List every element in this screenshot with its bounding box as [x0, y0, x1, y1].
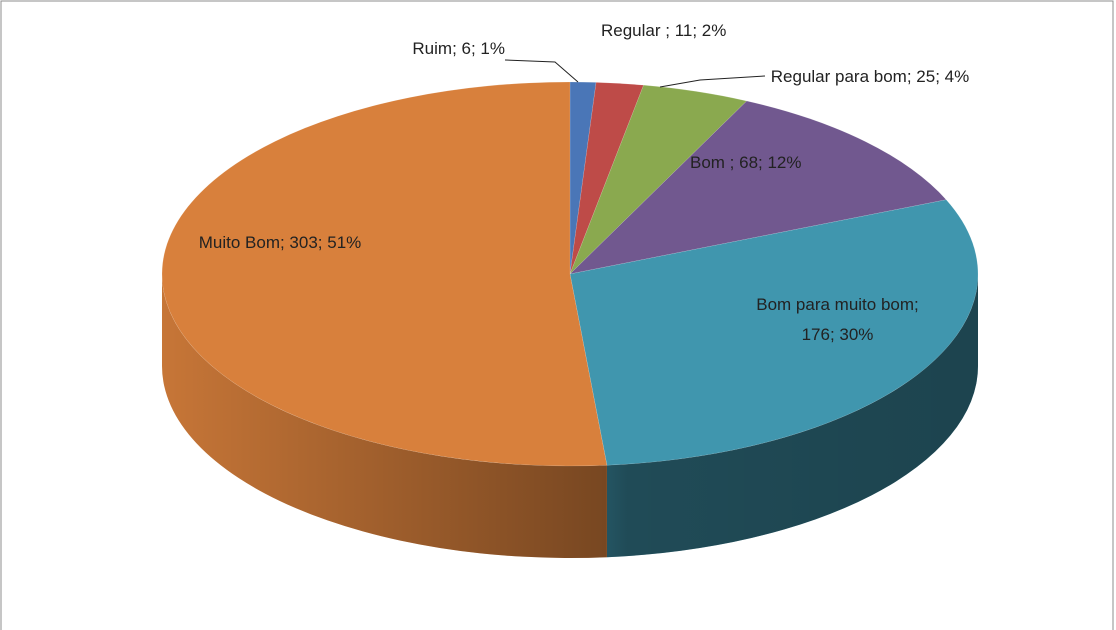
data-label: Regular ; 11; 2%	[601, 21, 727, 40]
pie-slice	[569, 81, 597, 275]
leader-line	[659, 75, 766, 88]
data-label: Regular para bom; 25; 4%	[770, 67, 970, 86]
data-label: Ruim; 6; 1%	[412, 39, 505, 58]
leader-line	[504, 59, 579, 83]
pie-tops	[161, 81, 979, 467]
pie-slice	[161, 81, 608, 467]
pie-slice	[569, 82, 644, 275]
data-label: Bom para muito bom; 176; 30%	[756, 295, 919, 344]
pie-sides	[162, 274, 979, 558]
pie-side-shade	[162, 274, 607, 558]
data-label: Bom ; 68; 12%	[690, 153, 802, 172]
data-label: Muito Bom; 303; 51%	[198, 233, 362, 252]
pie-side-shade	[606, 274, 979, 558]
pie-slice	[569, 199, 979, 466]
pie-slice	[569, 100, 947, 275]
pie-slice	[569, 84, 748, 275]
